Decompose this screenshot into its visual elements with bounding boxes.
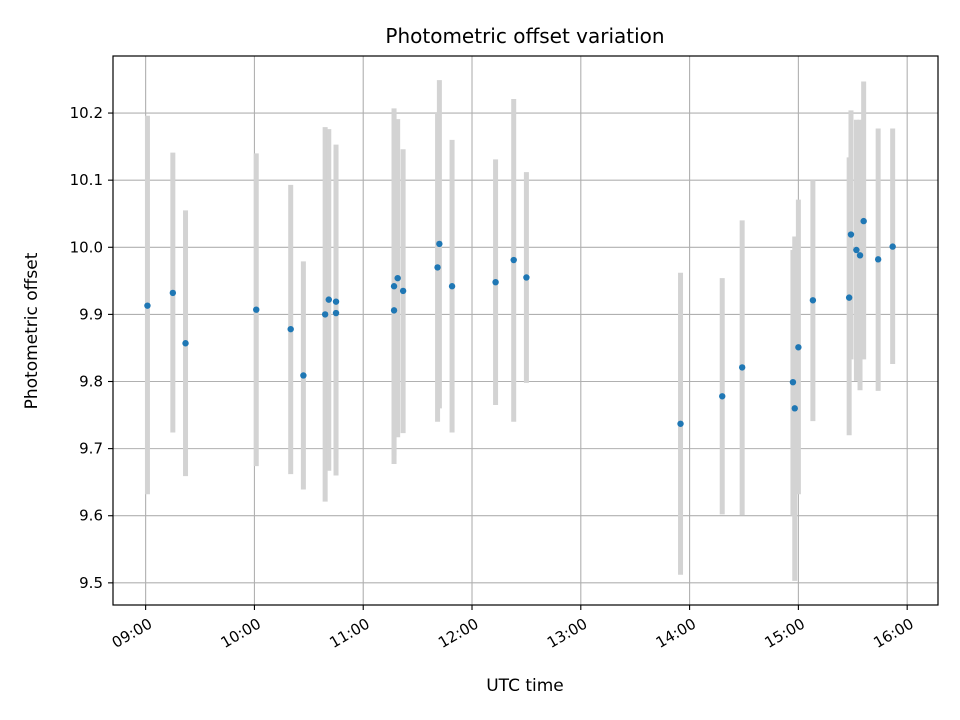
- data-point: [510, 256, 517, 264]
- y-tick-label: 9.9: [79, 305, 103, 323]
- y-tick-label: 9.8: [79, 373, 103, 391]
- data-point: [399, 287, 407, 295]
- data-point: [795, 344, 802, 351]
- data-point: [321, 311, 329, 318]
- data-point: [889, 243, 896, 250]
- data-point: [677, 420, 684, 427]
- y-tick-label: 10.2: [70, 104, 103, 122]
- data-point: [253, 306, 260, 313]
- data-point: [791, 405, 798, 412]
- data-points: [144, 217, 896, 427]
- data-point: [332, 309, 340, 317]
- y-tick-label: 10.0: [70, 238, 103, 256]
- data-point: [860, 217, 867, 225]
- x-axis-title: UTC time: [486, 676, 564, 696]
- y-tick-label: 9.7: [79, 440, 103, 458]
- data-point: [856, 252, 864, 259]
- y-tick-label: 9.6: [79, 507, 103, 525]
- data-point: [845, 294, 853, 301]
- data-point: [287, 325, 294, 333]
- data-point: [300, 372, 307, 379]
- data-point: [492, 278, 499, 286]
- data-point: [847, 231, 855, 238]
- data-point: [144, 302, 151, 309]
- data-point: [523, 274, 530, 281]
- data-point: [789, 378, 797, 386]
- data-point: [182, 340, 189, 347]
- data-point: [738, 364, 746, 371]
- data-point: [719, 393, 726, 400]
- data-point: [853, 246, 860, 254]
- plot-frame: [112, 55, 939, 606]
- data-point: [332, 298, 340, 305]
- data-point: [390, 307, 398, 314]
- y-tick-label: 10.1: [70, 171, 103, 189]
- data-point: [874, 256, 882, 263]
- data-point: [436, 240, 443, 248]
- data-point: [434, 264, 441, 271]
- data-point: [169, 289, 177, 297]
- data-point: [809, 297, 817, 304]
- data-point: [325, 296, 332, 303]
- data-point: [390, 283, 398, 290]
- chart-title: Photometric offset variation: [385, 24, 664, 48]
- y-tick-label: 9.5: [79, 574, 103, 592]
- data-point: [394, 274, 401, 282]
- y-axis: 9.5 9.6 9.7 9.8 9.9 10.0 10.1 10.2: [70, 104, 113, 592]
- data-point: [448, 283, 456, 290]
- y-axis-title: Photometric offset: [22, 252, 42, 409]
